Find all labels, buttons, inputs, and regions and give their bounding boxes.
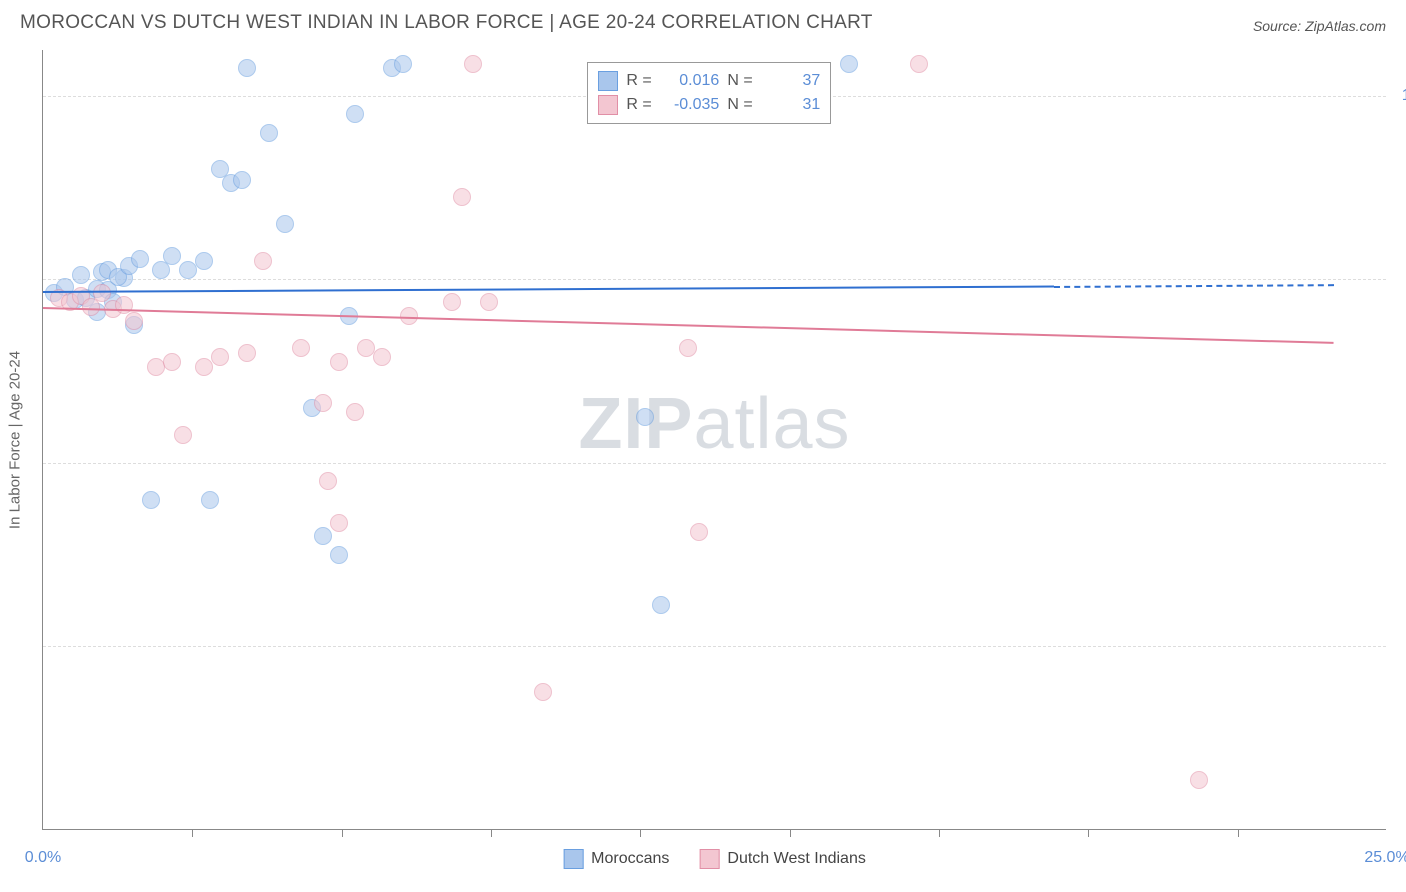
legend-r-value: 0.016 <box>664 72 719 90</box>
scatter-point <box>131 250 149 268</box>
scatter-point <box>330 514 348 532</box>
legend-n-label: N = <box>727 72 757 90</box>
chart-source: Source: ZipAtlas.com <box>1253 18 1386 34</box>
scatter-point <box>453 188 471 206</box>
scatter-point <box>276 215 294 233</box>
x-tick-label: 0.0% <box>25 849 61 867</box>
y-tick-label: 100.0% <box>1396 87 1406 105</box>
legend-row: R = 0.016 N = 37 <box>598 69 820 93</box>
scatter-point <box>292 339 310 357</box>
legend-r-label: R = <box>626 72 656 90</box>
scatter-point <box>233 171 251 189</box>
y-tick-label: 80.0% <box>1396 270 1406 288</box>
y-axis-label: In Labor Force | Age 20-24 <box>7 350 24 528</box>
scatter-point <box>115 296 133 314</box>
grid-line <box>43 646 1386 647</box>
scatter-point <box>201 491 219 509</box>
scatter-point <box>163 353 181 371</box>
legend-swatch <box>699 849 719 869</box>
scatter-point <box>357 339 375 357</box>
grid-line <box>43 279 1386 280</box>
legend-swatch <box>563 849 583 869</box>
scatter-point <box>72 266 90 284</box>
legend-item: Dutch West Indians <box>699 849 865 869</box>
scatter-point <box>636 408 654 426</box>
correlation-scatter-chart: ZIPatlas In Labor Force | Age 20-24 40.0… <box>42 50 1386 830</box>
legend-item-label: Moroccans <box>591 850 669 868</box>
x-tick <box>790 829 791 837</box>
regression-line <box>43 286 1054 294</box>
chart-header: MOROCCAN VS DUTCH WEST INDIAN IN LABOR F… <box>0 0 1406 40</box>
scatter-point <box>238 59 256 77</box>
scatter-point <box>679 339 697 357</box>
x-tick <box>192 829 193 837</box>
scatter-point <box>1190 771 1208 789</box>
legend-n-label: N = <box>727 96 757 114</box>
scatter-point <box>480 293 498 311</box>
legend-n-value: 31 <box>765 96 820 114</box>
scatter-point <box>330 546 348 564</box>
legend-r-label: R = <box>626 96 656 114</box>
legend-series: Moroccans Dutch West Indians <box>563 849 866 869</box>
x-tick-label: 25.0% <box>1364 849 1406 867</box>
regression-line <box>1054 284 1334 288</box>
scatter-point <box>179 261 197 279</box>
watermark: ZIPatlas <box>578 383 850 465</box>
scatter-point <box>443 293 461 311</box>
scatter-point <box>163 247 181 265</box>
x-tick <box>1088 829 1089 837</box>
x-tick <box>640 829 641 837</box>
scatter-point <box>195 358 213 376</box>
scatter-point <box>690 523 708 541</box>
scatter-point <box>346 105 364 123</box>
legend-n-value: 37 <box>765 72 820 90</box>
y-tick-label: 40.0% <box>1396 637 1406 655</box>
scatter-point <box>211 348 229 366</box>
grid-line <box>43 463 1386 464</box>
scatter-point <box>254 252 272 270</box>
legend-swatch <box>598 95 618 115</box>
scatter-point <box>319 472 337 490</box>
scatter-point <box>652 596 670 614</box>
scatter-point <box>238 344 256 362</box>
scatter-point <box>142 491 160 509</box>
chart-title: MOROCCAN VS DUTCH WEST INDIAN IN LABOR F… <box>20 12 873 34</box>
scatter-point <box>346 403 364 421</box>
x-tick <box>1238 829 1239 837</box>
scatter-point <box>260 124 278 142</box>
legend-item: Moroccans <box>563 849 669 869</box>
legend-row: R = -0.035 N = 31 <box>598 93 820 117</box>
scatter-point <box>314 527 332 545</box>
x-tick <box>939 829 940 837</box>
x-tick <box>491 829 492 837</box>
scatter-point <box>840 55 858 73</box>
scatter-point <box>464 55 482 73</box>
scatter-point <box>314 394 332 412</box>
legend-swatch <box>598 71 618 91</box>
scatter-point <box>373 348 391 366</box>
y-tick-label: 60.0% <box>1396 454 1406 472</box>
legend-r-value: -0.035 <box>664 96 719 114</box>
legend-correlation: R = 0.016 N = 37 R = -0.035 N = 31 <box>587 62 831 124</box>
scatter-point <box>534 683 552 701</box>
x-tick <box>342 829 343 837</box>
scatter-point <box>910 55 928 73</box>
scatter-point <box>125 312 143 330</box>
legend-item-label: Dutch West Indians <box>727 850 865 868</box>
scatter-point <box>394 55 412 73</box>
scatter-point <box>174 426 192 444</box>
scatter-point <box>330 353 348 371</box>
scatter-point <box>195 252 213 270</box>
